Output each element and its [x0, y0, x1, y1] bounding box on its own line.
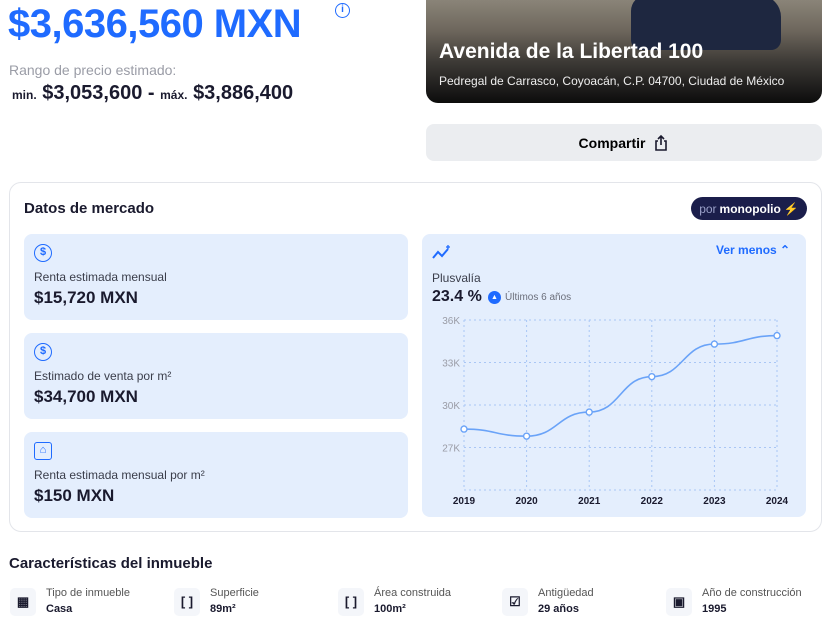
min-label: min.	[12, 88, 37, 102]
share-button[interactable]: Compartir	[426, 124, 822, 161]
feature-label: Año de construcción	[702, 587, 802, 599]
plusvalia-value: 23.4 %	[432, 288, 482, 305]
ver-menos-toggle[interactable]: Ver menos ⌃	[716, 243, 790, 257]
brackets-icon: [ ]	[174, 588, 200, 616]
max-price: $3,886,400	[193, 82, 294, 104]
y-tick-label: 30K	[442, 401, 460, 412]
plusvalia-label: Plusvalía	[432, 271, 481, 285]
dollar-circle-icon: $	[34, 343, 52, 361]
brackets-icon: [ ]	[338, 588, 364, 616]
building-icon: ▦	[10, 588, 36, 616]
feature-label: Antigüedad	[538, 587, 594, 599]
card-label: Estimado de venta por m²	[34, 369, 172, 383]
range-separator: -	[147, 82, 155, 104]
series-line	[463, 334, 778, 437]
x-tick-label: 2021	[578, 496, 601, 507]
arrow-up-icon: ▲	[488, 291, 501, 304]
y-tick-label: 27K	[442, 444, 460, 455]
card-label: Renta estimada mensual	[34, 270, 167, 284]
market-card-rent-m2: ⌂ Renta estimada mensual por m² $150 MXN	[24, 432, 408, 518]
x-tick-label: 2023	[703, 496, 726, 507]
market-card-rent: $ Renta estimada mensual $15,720 MXN	[24, 234, 408, 320]
data-point	[648, 372, 656, 381]
monopolio-badge: por monopolio ⚡	[691, 197, 807, 220]
feature-value: Casa	[46, 603, 73, 615]
min-price: $3,053,600	[42, 82, 143, 104]
features-title: Características del inmueble	[9, 555, 213, 572]
lightning-icon: ⚡	[783, 201, 799, 216]
house-dollar-icon: ⌂	[34, 442, 52, 460]
y-tick-label: 33K	[442, 359, 460, 370]
feature-label: Tipo de inmueble	[46, 587, 130, 599]
price-range-label: Rango de precio estimado:	[9, 62, 177, 78]
data-point	[460, 425, 468, 433]
card-label: Renta estimada mensual por m²	[34, 468, 205, 482]
share-icon	[655, 134, 668, 151]
badge-por: por	[699, 201, 717, 216]
x-tick-label: 2024	[766, 496, 789, 507]
max-label: máx.	[160, 88, 188, 102]
estimated-price: $3,636,560 MXN	[8, 2, 302, 46]
data-point	[585, 408, 593, 416]
toggle-label: Ver menos	[716, 243, 777, 257]
y-tick-label: 36K	[442, 316, 460, 327]
feature-label: Superficie	[210, 587, 259, 599]
plusvalia-card	[422, 234, 806, 517]
x-tick-label: 2019	[453, 496, 476, 507]
market-title: Datos de mercado	[24, 200, 155, 217]
badge-brand: monopolio	[719, 201, 781, 216]
plusvalia-chart: 36K 33K 30K 27K 2019 2020 2021 2022 2023 2024	[442, 316, 789, 507]
trend-sparkle-icon	[432, 245, 450, 259]
card-value: $34,700 MXN	[34, 387, 138, 406]
feature-label: Área construida	[374, 587, 452, 599]
calendar-check-icon: ☑	[502, 588, 528, 616]
card-value: $15,720 MXN	[34, 288, 138, 307]
chevron-up-icon: ⌃	[780, 243, 791, 257]
data-point	[710, 340, 719, 348]
data-point	[522, 432, 531, 440]
property-title: Avenida de la Libertad 100	[439, 40, 704, 63]
data-point	[773, 331, 781, 340]
market-card-sale-m2: $ Estimado de venta por m² $34,700 MXN	[24, 333, 408, 419]
property-address: Pedregal de Carrasco, Coyoacán, C.P. 047…	[439, 74, 785, 88]
info-icon[interactable]: i	[335, 3, 350, 18]
dollar-circle-icon: $	[34, 244, 52, 262]
price-range: min. $3,053,600 - máx. $3,886,400	[12, 82, 293, 105]
property-photo: Avenida de la Libertad 100 Pedregal de C…	[426, 0, 822, 103]
feature-value: 89m²	[210, 603, 236, 615]
feature-value: 29 años	[538, 603, 579, 615]
x-tick-label: 2022	[641, 496, 664, 507]
plusvalia-period: Últimos 6 años	[505, 292, 572, 303]
x-tick-label: 2020	[515, 496, 538, 507]
calendar-icon: ▣	[666, 588, 692, 616]
car-image	[631, 0, 781, 50]
feature-value: 1995	[702, 603, 727, 615]
card-value: $150 MXN	[34, 486, 115, 505]
feature-value: 100m²	[374, 603, 406, 615]
market-data-panel	[9, 182, 822, 532]
share-label: Compartir	[578, 134, 646, 151]
